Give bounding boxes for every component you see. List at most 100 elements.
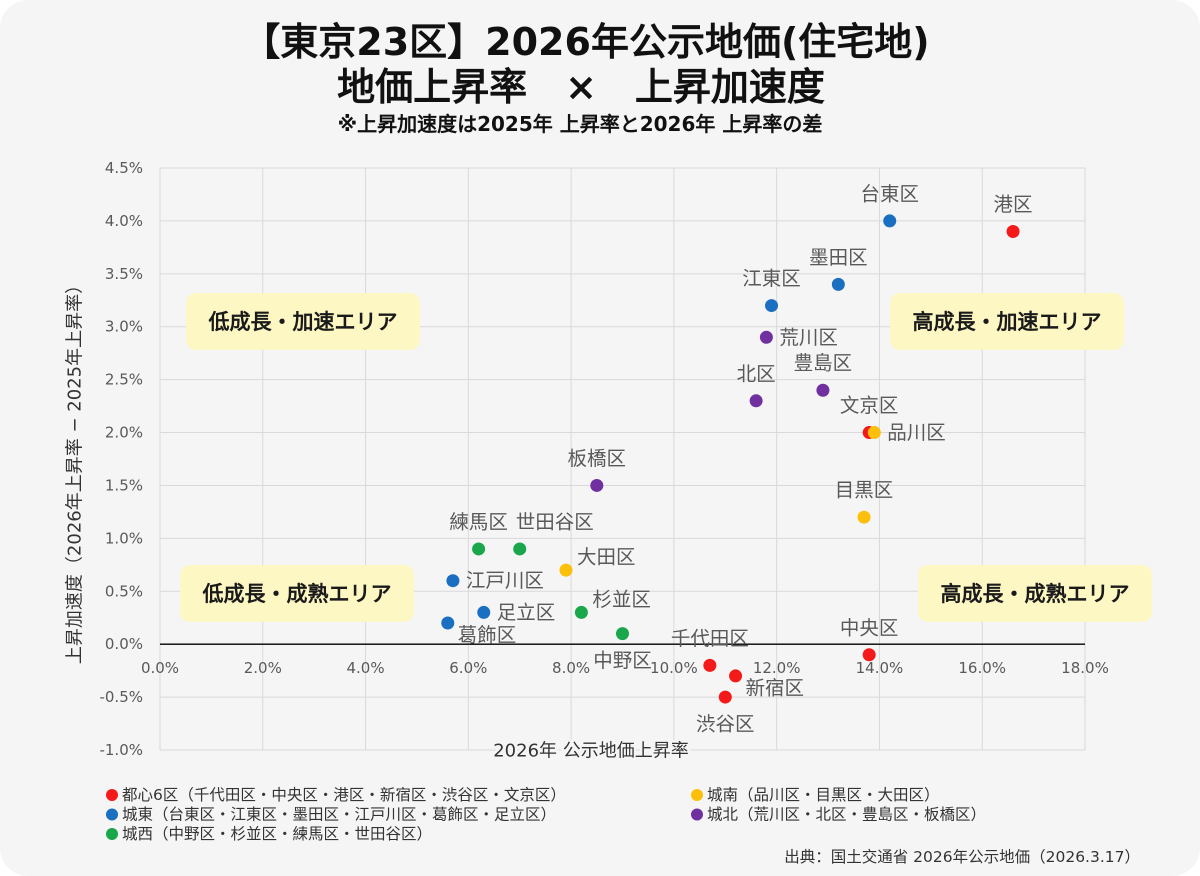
x-tick-label: 16.0% [958, 659, 1006, 677]
y-tick-label: 2.0% [105, 424, 143, 442]
point-label: 板橋区 [568, 447, 627, 470]
data-point [616, 627, 629, 641]
source-note: 出典：国土交通省 2026年公示地価（2026.3.17） [784, 848, 1140, 866]
point-label: 品川区 [887, 421, 946, 444]
x-tick-label: 6.0% [449, 659, 487, 677]
data-point [574, 605, 588, 619]
point-label: 墨田区 [809, 246, 868, 269]
data-point [867, 426, 881, 440]
legend: 都心6区（千代田区・中央区・港区・新宿区・渋谷区・文京区） 城南（品川区・目黒区・… [106, 786, 986, 843]
point-label: 中野区 [593, 649, 652, 672]
point-label: 中央区 [840, 616, 899, 639]
y-tick-label: 3.0% [105, 318, 143, 336]
legend-label: 城東（台東区・江東区・墨田区・江戸川区・葛飾区・足立区） [122, 806, 556, 824]
x-tick-label: 2.0% [244, 659, 282, 677]
data-point [590, 478, 604, 492]
point-label: 世田谷区 [516, 510, 594, 533]
legend-label: 城南（品川区・目黒区・大田区） [707, 786, 940, 804]
point-label: 大田区 [577, 546, 636, 569]
point-label: 港区 [994, 193, 1033, 216]
data-points [441, 214, 1020, 704]
point-label: 葛飾区 [458, 624, 517, 647]
data-point [703, 658, 717, 672]
y-tick-label: 0.5% [105, 582, 143, 600]
data-point [446, 574, 460, 588]
legend-item: 都心6区（千代田区・中央区・港区・新宿区・渋谷区・文京区） [106, 786, 566, 804]
legend-marker [691, 808, 703, 821]
y-tick-label: 2.5% [105, 371, 143, 389]
point-label: 千代田区 [671, 627, 749, 650]
legend-marker [106, 789, 118, 801]
data-point [513, 542, 527, 556]
legend-label: 都心6区（千代田区・中央区・港区・新宿区・渋谷区・文京区） [122, 786, 566, 804]
x-tick-label: 4.0% [347, 659, 385, 677]
point-label: 江東区 [742, 267, 801, 290]
data-point [441, 616, 455, 630]
x-tick-label: 8.0% [552, 659, 590, 677]
tick-labels: 0.0% 2.0% 4.0% 6.0% 8.0% 10.0% 12.0% 14.0% 16.0%… [99, 159, 1108, 759]
data-point [472, 542, 486, 556]
data-point [759, 330, 773, 344]
y-axis-title: 上昇加速度（2026年上昇率 − 2025年上昇率） [65, 276, 86, 664]
y-tick-label: -1.0% [99, 741, 143, 759]
chart-title: 【東京23区】2026年公示地価(住宅地) [242, 20, 929, 64]
quadrant-top-left: 低成長・加速エリア [186, 293, 420, 350]
data-point [729, 669, 743, 683]
x-tick-label: 0.0% [141, 659, 179, 677]
quadrant-box [890, 293, 1124, 350]
x-tick-label: 10.0% [650, 659, 698, 677]
y-tick-label: 1.5% [105, 476, 143, 494]
data-point [765, 299, 779, 313]
point-label: 豊島区 [794, 352, 853, 375]
point-label: 荒川区 [779, 326, 838, 349]
y-tick-label: 3.5% [105, 265, 143, 283]
quadrant-bottom-left: 低成長・成熟エリア [180, 565, 414, 622]
point-label: 北区 [737, 362, 776, 385]
data-point [1006, 224, 1020, 238]
x-tick-label: 12.0% [753, 659, 801, 677]
quadrant-box [186, 293, 420, 350]
chart-subtitle: 地価上昇率 × 上昇加速度 [337, 65, 825, 109]
legend-item: 城東（台東区・江東区・墨田区・江戸川区・葛飾区・足立区） [106, 806, 556, 824]
point-label: 新宿区 [746, 676, 805, 699]
x-tick-label: 18.0% [1061, 659, 1109, 677]
legend-marker [106, 808, 118, 821]
point-label: 渋谷区 [696, 713, 755, 736]
y-tick-label: -0.5% [99, 688, 143, 706]
quadrant-label: 高成長・加速エリア [913, 310, 1102, 334]
y-tick-label: 0.0% [105, 635, 143, 653]
data-point [749, 394, 763, 408]
legend-item: 城北（荒川区・北区・豊島区・板橋区） [691, 806, 986, 824]
legend-marker [691, 789, 703, 801]
point-label: 足立区 [497, 601, 556, 624]
point-label: 江戸川区 [466, 569, 544, 592]
point-label: 練馬区 [449, 510, 508, 533]
legend-marker [106, 828, 118, 840]
quadrant-label: 低成長・成熟エリア [202, 582, 392, 606]
legend-label: 城北（荒川区・北区・豊島区・板橋区） [707, 806, 986, 824]
legend-item: 城南（品川区・目黒区・大田区） [691, 786, 940, 804]
data-point [559, 563, 573, 577]
quadrant-label: 高成長・成熟エリア [941, 582, 1130, 606]
quadrant-bottom-right: 高成長・成熟エリア [918, 565, 1152, 622]
x-axis-title: 2026年 公示地価上昇率 [493, 741, 689, 762]
data-point [831, 277, 845, 291]
x-tick-label: 14.0% [856, 659, 904, 677]
data-point [857, 510, 871, 524]
point-label: 台東区 [860, 182, 919, 205]
point-label: 文京区 [840, 394, 899, 417]
point-label: 目黒区 [835, 479, 894, 502]
quadrant-label: 低成長・加速エリア [208, 310, 398, 334]
chart-note: ※上昇加速度は2025年 上昇率と2026年 上昇率の差 [338, 112, 823, 136]
legend-item: 城西（中野区・杉並区・練馬区・世田谷区） [106, 825, 432, 843]
data-point [883, 214, 897, 228]
quadrant-top-right: 高成長・加速エリア [890, 293, 1124, 350]
data-point [477, 605, 491, 619]
data-point [718, 690, 732, 704]
legend-label: 城西（中野区・杉並区・練馬区・世田谷区） [122, 825, 432, 843]
y-tick-label: 4.0% [105, 212, 143, 230]
y-tick-label: 1.0% [105, 529, 143, 547]
